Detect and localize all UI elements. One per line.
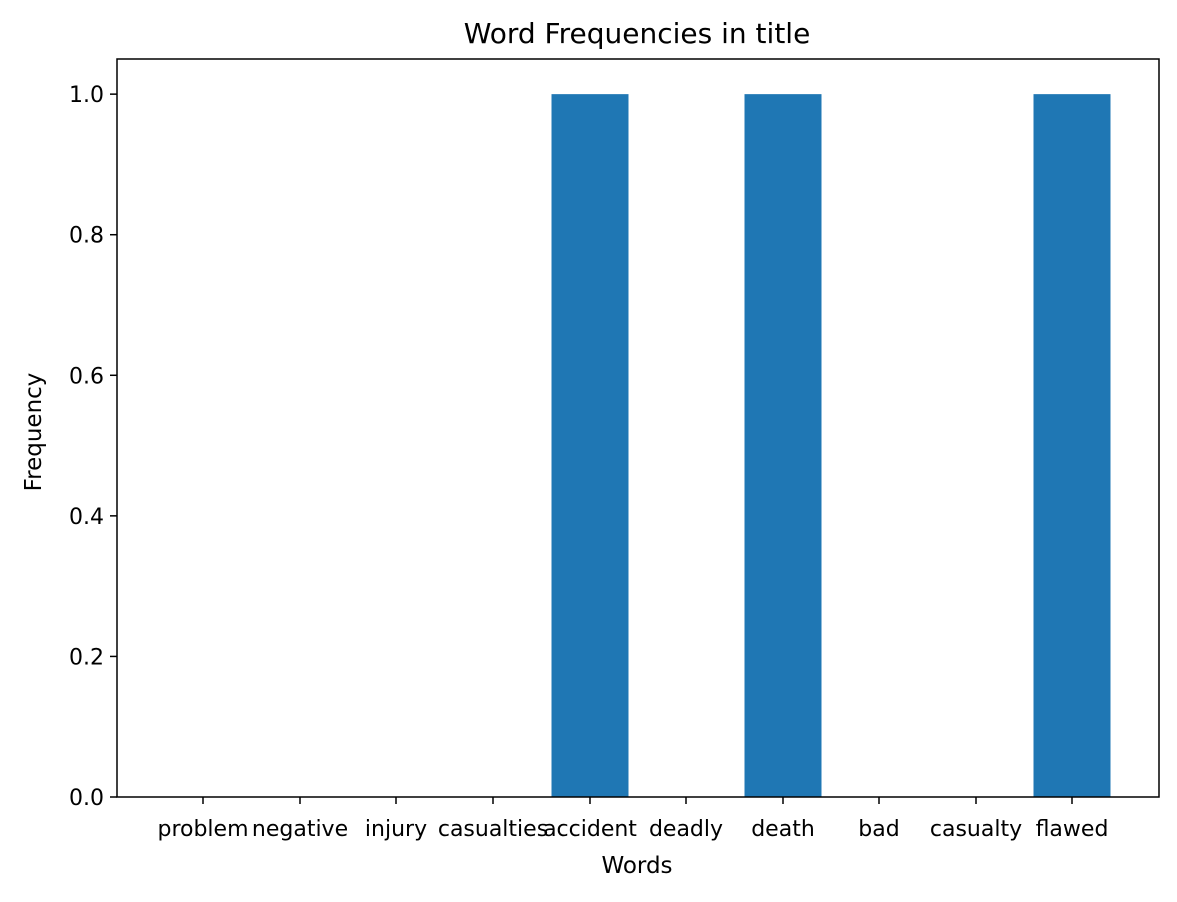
x-tick-label-deadly: deadly bbox=[649, 817, 723, 842]
y-tick-label: 0.8 bbox=[69, 224, 104, 249]
x-tick-label-casualties: casualties bbox=[438, 817, 548, 842]
x-tick-label-accident: accident bbox=[543, 817, 637, 842]
bar-accident bbox=[551, 94, 629, 797]
bars-group bbox=[551, 94, 1111, 797]
plot-frame bbox=[116, 58, 1160, 798]
y-axis: 0.0 0.2 0.4 0.6 0.8 1.0 bbox=[69, 83, 117, 811]
x-tick-label-negative: negative bbox=[252, 817, 348, 842]
x-axis-label: Words bbox=[601, 853, 672, 879]
chart-title: Word Frequencies in title bbox=[464, 17, 811, 50]
y-tick-label: 1.0 bbox=[69, 83, 104, 108]
x-tick-label-injury: injury bbox=[365, 817, 427, 842]
x-tick-label-casualty: casualty bbox=[930, 817, 1022, 842]
x-tick-label-problem: problem bbox=[157, 817, 248, 842]
x-tick-label-death: death bbox=[751, 817, 815, 842]
y-tick-label: 0.4 bbox=[69, 505, 104, 530]
y-tick-label: 0.6 bbox=[69, 364, 104, 389]
x-tick-label-bad: bad bbox=[858, 817, 899, 842]
bar-death bbox=[744, 94, 822, 797]
bar-flawed bbox=[1033, 94, 1111, 797]
y-tick-label: 0.0 bbox=[69, 786, 104, 811]
y-tick-label: 0.2 bbox=[69, 645, 104, 670]
x-tick-label-flawed: flawed bbox=[1036, 817, 1109, 842]
y-axis-label: Frequency bbox=[21, 373, 47, 492]
